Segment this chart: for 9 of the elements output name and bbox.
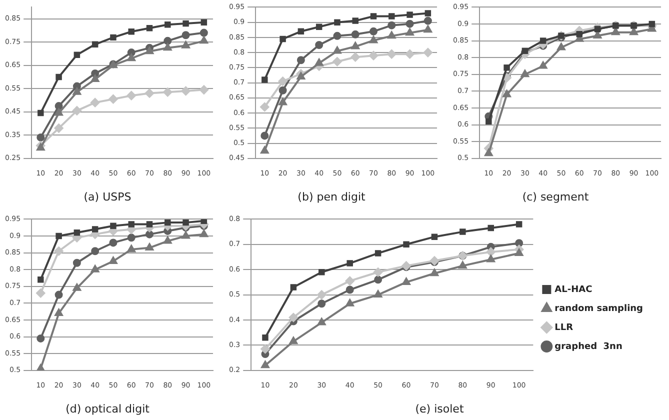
legend-label: graphed 3nn	[554, 342, 622, 352]
legend-label: random sampling	[554, 304, 643, 314]
text: (b) pen digit	[298, 190, 366, 204]
legend-label: LLR	[554, 322, 574, 333]
text: (e) isolet	[415, 402, 464, 416]
text: (c) segment	[522, 190, 590, 204]
legend-label: AL-HAC	[554, 284, 593, 295]
text: (d) optical digit	[66, 402, 150, 416]
text: (a) USPS	[84, 190, 132, 204]
